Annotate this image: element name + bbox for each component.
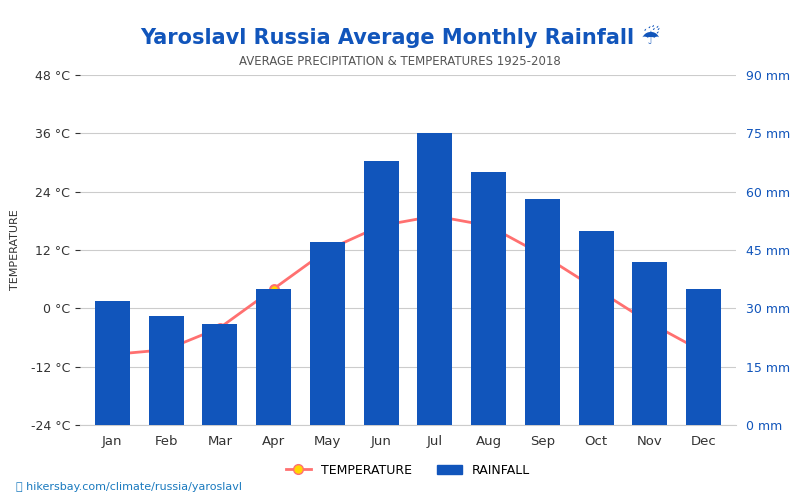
- Y-axis label: TEMPERATURE: TEMPERATURE: [10, 210, 20, 290]
- Point: [160, 346, 173, 354]
- Point: [214, 324, 226, 332]
- Bar: [633, 262, 667, 425]
- Point: [267, 285, 280, 293]
- Bar: [418, 134, 452, 425]
- Bar: [364, 160, 398, 425]
- Bar: [202, 324, 238, 425]
- Point: [106, 350, 118, 358]
- Point: [374, 222, 387, 230]
- Point: [321, 246, 334, 254]
- Bar: [149, 316, 183, 425]
- Point: [590, 285, 602, 293]
- Point: [482, 222, 495, 230]
- Bar: [686, 289, 722, 425]
- Bar: [525, 200, 560, 425]
- Bar: [94, 300, 130, 425]
- Legend: TEMPERATURE, RAINFALL: TEMPERATURE, RAINFALL: [281, 459, 535, 482]
- Bar: [310, 242, 345, 425]
- Point: [536, 251, 549, 259]
- Text: AVERAGE PRECIPITATION & TEMPERATURES 1925-2018: AVERAGE PRECIPITATION & TEMPERATURES 192…: [239, 55, 561, 68]
- Point: [643, 319, 656, 327]
- Text: Yaroslavl Russia Average Monthly Rainfall ☔: Yaroslavl Russia Average Monthly Rainfal…: [140, 25, 660, 48]
- Bar: [256, 289, 291, 425]
- Point: [698, 348, 710, 356]
- Point: [429, 212, 442, 220]
- Bar: [578, 230, 614, 425]
- Text: 🔶 hikersbay.com/climate/russia/yaroslavl: 🔶 hikersbay.com/climate/russia/yaroslavl: [16, 482, 242, 492]
- Bar: [471, 172, 506, 425]
